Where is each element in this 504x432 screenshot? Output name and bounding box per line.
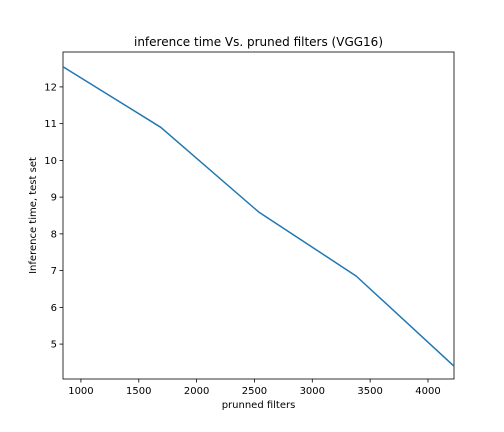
series-line bbox=[62, 66, 455, 367]
x-tick-label: 4000 bbox=[415, 386, 440, 397]
x-tick-label: 2500 bbox=[242, 386, 267, 397]
y-tick-label: 5 bbox=[51, 340, 57, 351]
x-tick-label: 1000 bbox=[68, 386, 93, 397]
y-tick-label: 6 bbox=[51, 303, 57, 314]
y-tick-label: 11 bbox=[44, 119, 57, 130]
y-tick-label: 12 bbox=[44, 82, 57, 93]
series-layer bbox=[62, 66, 455, 367]
chart-title: inference time Vs. pruned filters (VGG16… bbox=[134, 35, 383, 49]
plot-frame bbox=[62, 51, 455, 380]
x-tick-label: 3500 bbox=[357, 386, 382, 397]
x-tick-label: 2000 bbox=[184, 386, 209, 397]
x-tick-label: 1500 bbox=[126, 386, 151, 397]
y-tick-label: 8 bbox=[51, 229, 57, 240]
y-tick-label: 7 bbox=[51, 266, 57, 277]
plot-area bbox=[62, 51, 455, 380]
x-axis-ticks: 1000 1500 2000 2500 3000 3500 4000 bbox=[68, 379, 441, 397]
x-axis-label: prunned filters bbox=[222, 400, 296, 411]
y-axis-ticks: 5 6 7 8 9 10 11 12 bbox=[44, 82, 63, 351]
y-tick-label: 9 bbox=[51, 193, 57, 204]
y-tick-label: 10 bbox=[44, 156, 57, 167]
x-tick-label: 3000 bbox=[300, 386, 325, 397]
y-axis-label: Inference time, test set bbox=[28, 157, 39, 274]
